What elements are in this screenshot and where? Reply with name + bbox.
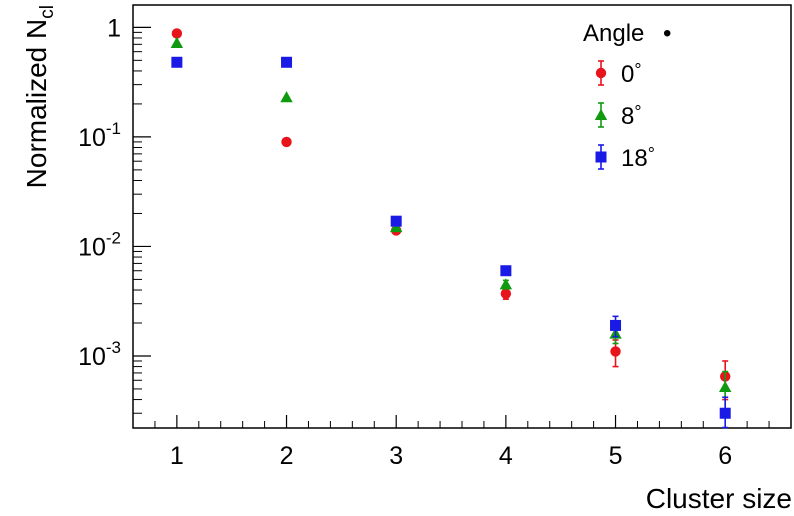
data-point xyxy=(719,407,731,419)
x-tick-label: 6 xyxy=(718,442,732,470)
series-circle xyxy=(171,28,731,401)
legend-title: Angle xyxy=(583,20,644,47)
data-point xyxy=(170,36,184,48)
legend-marker-triangle xyxy=(594,108,608,120)
data-point xyxy=(281,136,292,148)
legend-marker-circle xyxy=(595,67,607,79)
legend-title-marker: • xyxy=(663,20,671,47)
x-tick-label: 5 xyxy=(609,442,623,470)
data-point xyxy=(171,28,183,39)
data-point xyxy=(390,215,402,227)
data-point xyxy=(280,91,293,103)
series-square xyxy=(171,56,731,429)
data-point xyxy=(171,56,183,68)
x-tick-label: 3 xyxy=(389,442,403,470)
y-axis-title: Normalized Ncl xyxy=(21,5,58,188)
data-point xyxy=(500,265,512,277)
data-point xyxy=(281,56,293,68)
data-point xyxy=(499,278,513,290)
data-point xyxy=(719,380,732,393)
legend-marker-square xyxy=(595,151,607,163)
legend-label: 8° xyxy=(621,102,642,130)
legend-label: 18° xyxy=(621,144,655,172)
x-axis-title: Cluster size xyxy=(646,483,792,514)
x-tick-label: 2 xyxy=(280,442,294,470)
legend-label: 0° xyxy=(621,60,642,88)
x-tick-label: 1 xyxy=(170,442,184,470)
data-point xyxy=(610,319,622,331)
data-point xyxy=(500,288,512,299)
x-tick-label: 4 xyxy=(499,442,513,470)
y-tick-label: 1 xyxy=(107,14,121,42)
y-tick-label: 10-1 xyxy=(78,119,121,152)
series-triangle xyxy=(170,36,732,411)
y-tick-label: 10-2 xyxy=(78,228,121,261)
data-point xyxy=(610,346,621,357)
plot-frame xyxy=(132,4,792,429)
y-tick-label: 10-3 xyxy=(78,338,121,371)
